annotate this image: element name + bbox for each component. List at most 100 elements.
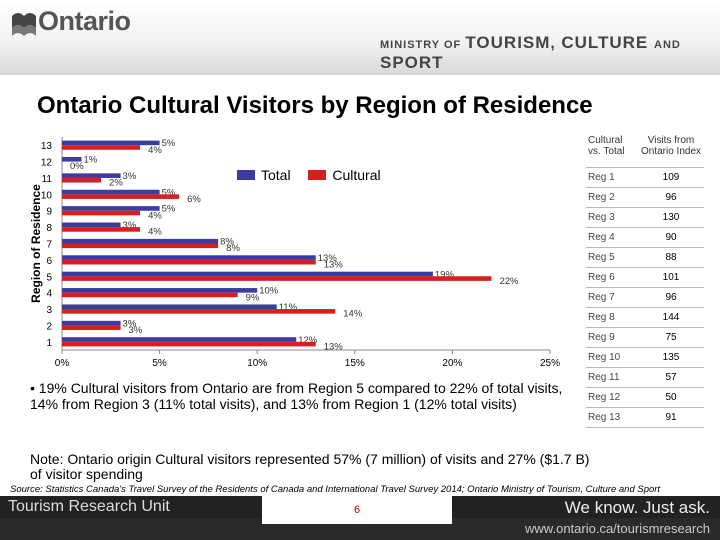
data-label-cultural: 2% <box>109 178 123 189</box>
x-tick-label: 25% <box>540 358 560 369</box>
bar-cultural-region-5 <box>62 276 492 281</box>
bar-total-region-1 <box>62 337 297 342</box>
table-cell-index: 91 <box>638 407 704 428</box>
data-label-cultural: 9% <box>246 292 260 303</box>
table-cell-region: Reg 10 <box>586 347 638 368</box>
data-label-cultural: 14% <box>343 309 363 320</box>
data-label-total: 5% <box>162 187 176 198</box>
bar-total-region-6 <box>62 255 316 260</box>
x-tick-label: 0% <box>55 358 70 369</box>
data-label-cultural: 22% <box>499 276 519 287</box>
y-tick-label: 9 <box>46 207 52 218</box>
table-row: Reg 12 50 <box>586 387 704 408</box>
x-tick-label: 20% <box>442 358 462 369</box>
bar-cultural-region-10 <box>62 194 180 199</box>
y-tick-label: 3 <box>46 305 52 316</box>
table-cell-region: Reg 13 <box>586 407 638 428</box>
table-cell-index: 88 <box>638 247 704 268</box>
bar-total-region-3 <box>62 304 277 310</box>
y-tick-label: 12 <box>41 158 53 169</box>
table-row: Reg 10 135 <box>586 347 704 368</box>
bar-total-region-5 <box>62 271 433 277</box>
table-cell-region: Reg 7 <box>586 287 638 308</box>
bar-cultural-region-6 <box>62 259 316 265</box>
y-axis-label: Region of Residence <box>29 184 43 303</box>
bar-total-region-13 <box>62 140 160 146</box>
footer-unit: Tourism Research Unit <box>8 498 170 515</box>
data-label-total: 11% <box>279 302 298 313</box>
data-label-cultural: 4% <box>148 227 162 238</box>
table-cell-index: 57 <box>638 367 704 388</box>
bar-cultural-region-8 <box>62 227 141 232</box>
data-label-cultural: 8% <box>226 243 240 254</box>
table-cell-region: Reg 12 <box>586 387 638 408</box>
table-row: Reg 1 109 <box>586 167 704 188</box>
bar-cultural-region-9 <box>62 210 141 216</box>
data-label-total: 19% <box>435 269 455 280</box>
bar-cultural-region-3 <box>62 309 336 314</box>
data-label-total: 3% <box>123 220 137 231</box>
bar-cultural-region-7 <box>62 243 219 249</box>
bar-cultural-region-1 <box>62 341 316 347</box>
bar-total-region-12 <box>62 156 82 162</box>
table-cell-region: Reg 11 <box>586 367 638 388</box>
table-cell-region: Reg 3 <box>586 207 638 228</box>
y-tick-label: 13 <box>41 141 53 152</box>
table-cell-index: 101 <box>638 267 704 288</box>
bar-cultural-region-4 <box>62 292 238 298</box>
table-cell-region: Reg 4 <box>586 227 638 248</box>
y-tick-label: 11 <box>42 174 53 185</box>
data-label-cultural: 13% <box>324 341 344 352</box>
data-label-total: 8% <box>220 237 234 248</box>
table-row: Reg 6 101 <box>586 267 704 288</box>
data-label-total: 3% <box>123 171 137 182</box>
data-label-total: 13% <box>318 253 338 264</box>
data-label-total: 12% <box>298 335 318 346</box>
table-row: Reg 4 90 <box>586 227 704 248</box>
legend-label-total: Total <box>261 167 291 184</box>
data-label-total: 5% <box>162 138 176 149</box>
y-tick-label: 2 <box>46 321 52 332</box>
table-cell-region: Reg 5 <box>586 247 638 268</box>
data-label-cultural: 6% <box>187 194 201 205</box>
header-band: Ontario MINISTRY OF TOURISM, CULTURE AND… <box>0 0 720 75</box>
table-row: Reg 5 88 <box>586 247 704 268</box>
table-cell-index: 90 <box>638 227 704 248</box>
source-text: Source: Statistics Canada's Travel Surve… <box>10 484 661 495</box>
footer-slogan: We know. Just ask. <box>564 498 710 517</box>
bar-cultural-region-13 <box>62 145 141 150</box>
table-row: Reg 13 91 <box>586 407 704 428</box>
bar-cultural-region-2 <box>62 325 121 331</box>
table-cell-index: 75 <box>638 327 704 348</box>
x-tick-label: 15% <box>345 358 365 369</box>
legend-label-cultural: Cultural <box>332 167 381 184</box>
table-row: Reg 11 57 <box>586 367 704 388</box>
table-header-cell: Cultural vs. Total <box>586 125 638 168</box>
table-cell-region: Reg 1 <box>586 167 638 188</box>
table-header-cell: Visits from Ontario Index <box>638 125 704 168</box>
table-row: Reg 9 75 <box>586 327 704 348</box>
bar-total-region-10 <box>62 189 160 195</box>
table-header-row: Cultural vs. Total Visits from Ontario I… <box>586 125 704 168</box>
index-table: Cultural vs. Total Visits from Ontario I… <box>586 125 704 428</box>
data-label-cultural: 4% <box>148 210 162 221</box>
x-tick-label: 10% <box>247 358 267 369</box>
y-tick-label: 4 <box>46 289 52 300</box>
table-cell-region: Reg 2 <box>586 187 638 208</box>
data-label-total: 3% <box>123 318 137 329</box>
bar-total-region-9 <box>62 206 160 211</box>
table-cell-region: Reg 6 <box>586 267 638 288</box>
bar-total-region-8 <box>62 222 121 228</box>
data-label-cultural: 4% <box>148 145 162 156</box>
logo-text: Ontario <box>38 6 131 36</box>
table-cell-index: 96 <box>638 287 704 308</box>
table-cell-index: 50 <box>638 387 704 408</box>
page-number: 6 <box>262 496 452 524</box>
x-tick-label: 5% <box>152 358 167 369</box>
table-cell-index: 144 <box>638 307 704 328</box>
footer-url: www.ontario.ca/tourismresearch <box>525 521 710 536</box>
bullet-text: • 19% Cultural visitors from Ontario are… <box>30 380 563 412</box>
y-tick-label: 5 <box>46 272 52 283</box>
table-cell-index: 96 <box>638 187 704 208</box>
data-label-cultural: 13% <box>324 259 344 270</box>
